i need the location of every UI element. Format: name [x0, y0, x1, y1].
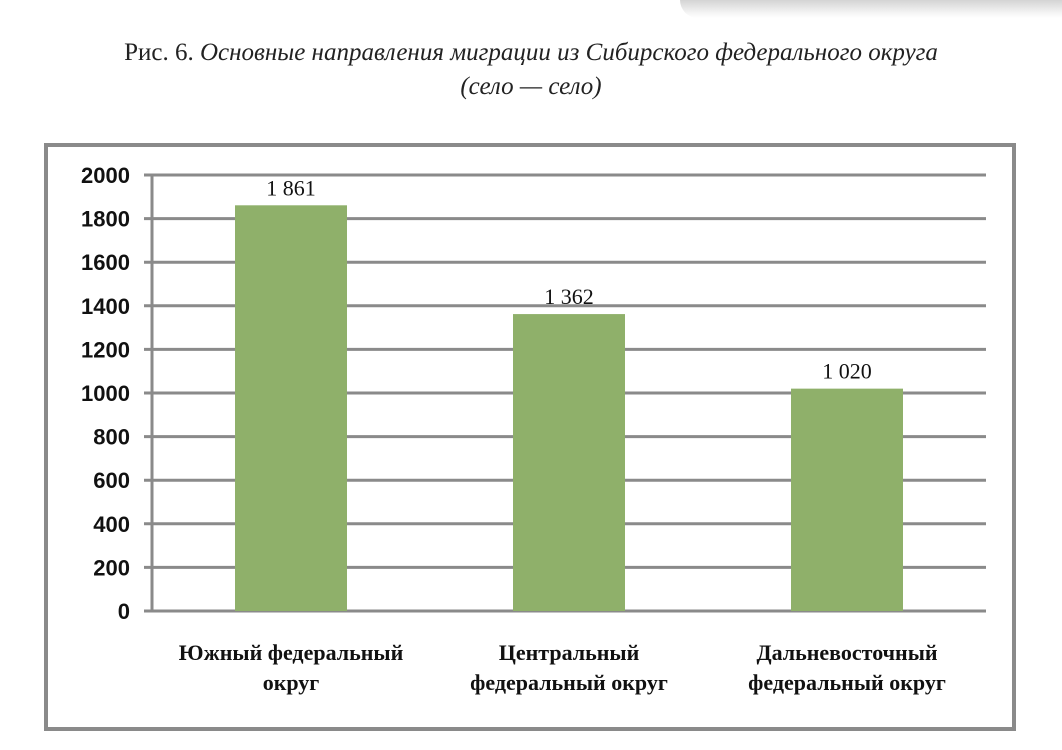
data-label: 1 020 — [822, 359, 872, 384]
y-tick-label: 1400 — [81, 294, 130, 319]
page-curl-shadow — [680, 0, 1062, 18]
caption-subtitle: (село — село) — [460, 73, 602, 100]
x-category-label: Центральный — [499, 640, 640, 665]
figure-caption: Рис. 6. Основные направления миграции из… — [0, 36, 1062, 104]
y-tick-label: 1000 — [81, 381, 130, 406]
y-tick-label: 2000 — [81, 163, 130, 188]
x-category-label: Дальневосточный — [756, 640, 937, 665]
caption-title: Основные направления миграции из Сибирск… — [199, 39, 938, 66]
bar — [791, 388, 903, 611]
y-tick-label: 1200 — [81, 337, 130, 362]
y-tick-label: 1800 — [81, 207, 130, 232]
data-label: 1 362 — [544, 284, 594, 309]
y-tick-label: 200 — [93, 555, 130, 580]
x-category-label: федеральный округ — [470, 670, 668, 695]
bar — [235, 205, 347, 611]
bar — [513, 314, 625, 611]
x-category-label: федеральный округ — [748, 670, 946, 695]
y-tick-label: 800 — [93, 425, 130, 450]
y-tick-label: 0 — [118, 599, 130, 624]
y-tick-label: 1600 — [81, 250, 130, 275]
caption-prefix: Рис. 6. — [124, 39, 200, 66]
x-category-label: Южный федеральный — [179, 640, 404, 665]
x-category-label: округ — [263, 670, 320, 695]
data-label: 1 861 — [266, 175, 316, 200]
y-tick-label: 600 — [93, 468, 130, 493]
y-tick-label: 400 — [93, 512, 130, 537]
